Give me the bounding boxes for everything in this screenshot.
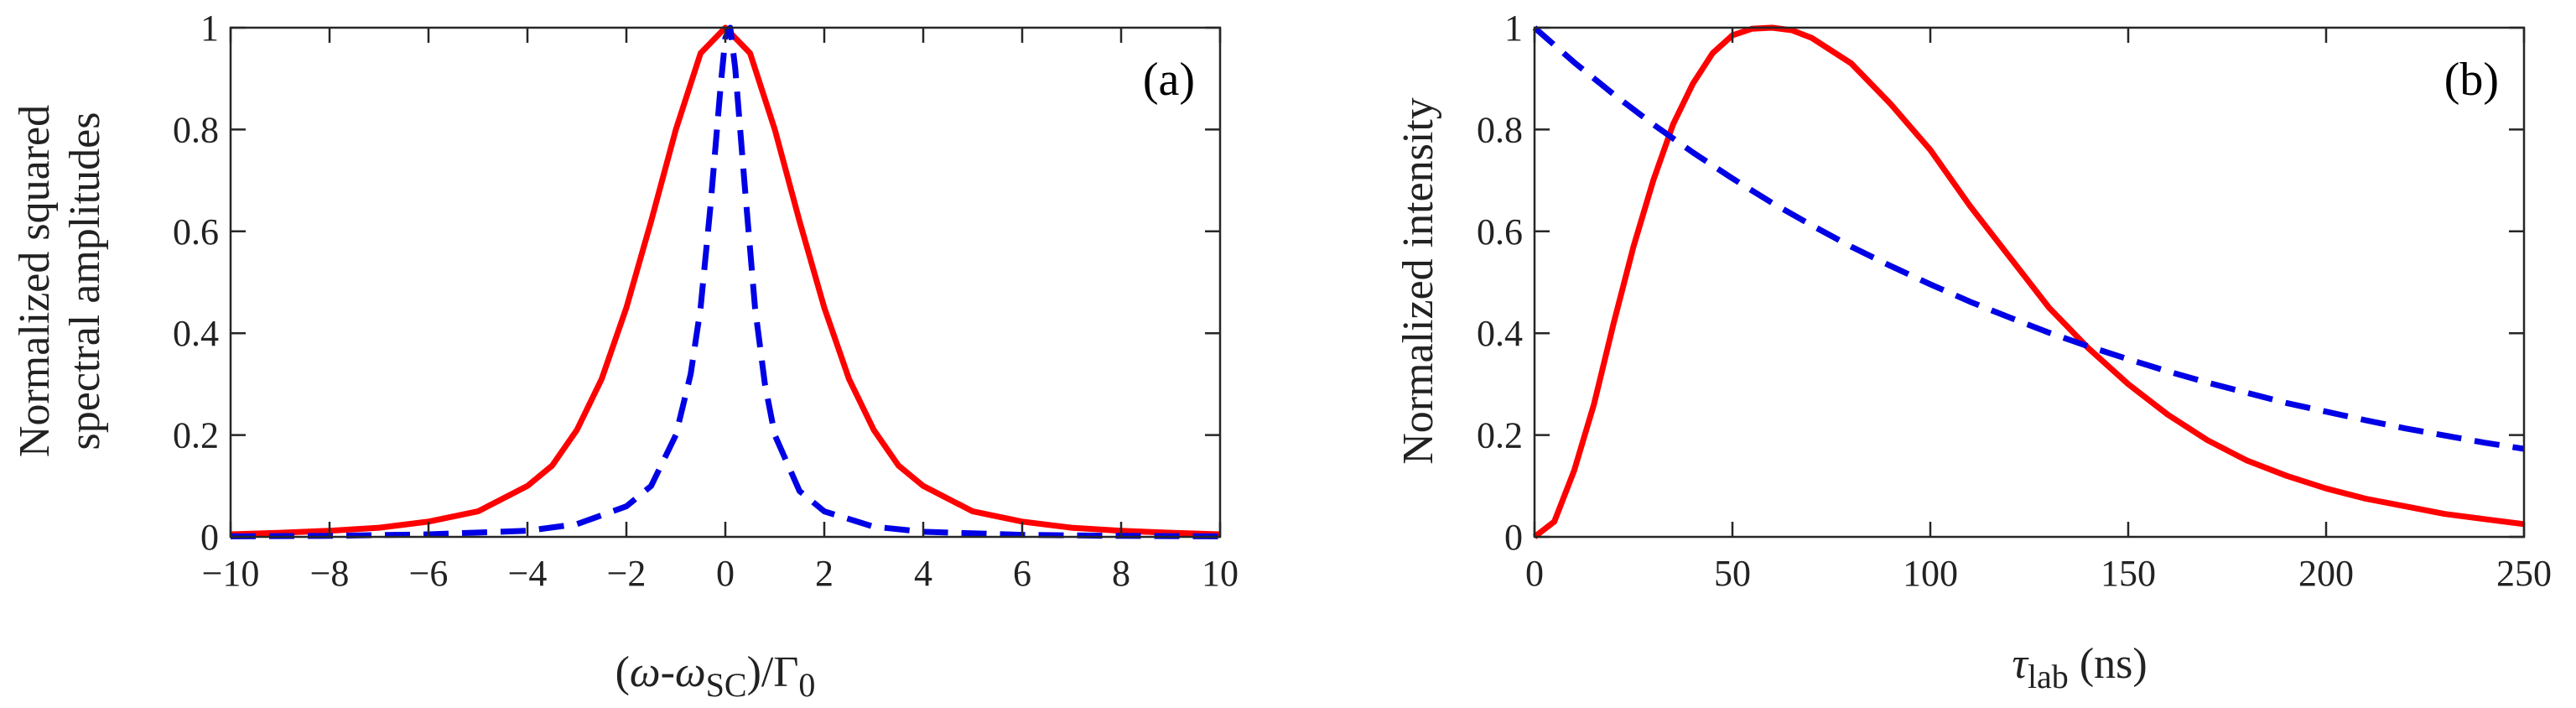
- xlabel-dash: -: [661, 648, 675, 696]
- x-tick-label: 200: [2298, 553, 2354, 594]
- x-tick-label: 100: [1903, 553, 1958, 594]
- xlabel-tau: τ: [2012, 640, 2029, 688]
- x-tick-label: 6: [1013, 553, 1031, 594]
- panel-b-ylabel: Normalized intensity: [1394, 97, 1442, 465]
- xlabel-gamma-sub: 0: [798, 666, 815, 704]
- x-tick-label: 0: [1525, 553, 1544, 594]
- x-tick-label: 250: [2496, 553, 2552, 594]
- xlabel-omega: ω: [630, 648, 661, 696]
- x-tick-label: −8: [310, 553, 350, 594]
- x-tick-label: −10: [202, 553, 260, 594]
- axes-frame: [1533, 26, 2526, 539]
- x-tick-label: −6: [409, 553, 449, 594]
- panel-label: (b): [2444, 54, 2499, 106]
- x-tick-label: 50: [1714, 553, 1751, 594]
- axes-frame: [229, 26, 1222, 539]
- x-tick-label: 150: [2101, 553, 2156, 594]
- panel-a-ylabel-line1: Normalized squared: [11, 105, 59, 457]
- y-tick-label: 0.4: [173, 313, 219, 354]
- y-tick-label: 0: [1504, 517, 1523, 558]
- xlabel-gamma: Γ: [773, 648, 798, 696]
- xlabel-sub: SC: [706, 666, 747, 704]
- panel-a-xlabel: (ω-ωSC)/Γ0: [615, 648, 816, 704]
- x-tick-label: −2: [607, 553, 647, 594]
- y-tick-label: 0.6: [173, 211, 219, 252]
- y-tick-label: 0: [200, 517, 219, 558]
- x-tick-label: 0: [716, 553, 735, 594]
- panel-label: (a): [1143, 54, 1195, 106]
- xlabel-close: )/: [747, 648, 774, 696]
- xlabel-unit: (ns): [2069, 640, 2148, 688]
- x-tick-label: −4: [508, 553, 548, 594]
- xlabel-open: (: [615, 648, 630, 696]
- x-tick-label: 2: [815, 553, 834, 594]
- b-series-solid-red: [1532, 24, 2525, 539]
- panel-b-xlabel: τlab (ns): [2012, 640, 2147, 695]
- xlabel-omega2: ω: [675, 648, 706, 696]
- y-tick-label: 0.2: [173, 415, 219, 456]
- panel-a-ylabel: Normalized squared spectral amplitudes: [11, 105, 109, 457]
- a-series-dashed-blue: [230, 24, 1221, 539]
- y-tick-label: 0.2: [1477, 415, 1523, 456]
- y-tick-label: 0.4: [1477, 313, 1523, 354]
- x-tick-label: 10: [1202, 553, 1239, 594]
- x-tick-label: 4: [914, 553, 932, 594]
- y-tick-label: 1: [200, 8, 219, 49]
- y-tick-label: 0.8: [173, 109, 219, 150]
- panel-b: Normalized intensity τlab (ns) 0 50 100 150…: [1394, 8, 2552, 695]
- b-series-dashed-blue: [1532, 25, 2525, 452]
- y-tick-label: 1: [1504, 8, 1523, 49]
- xlabel-sub: lab: [2028, 658, 2069, 695]
- panel-a-ylabel-line2: spectral amplitudes: [61, 112, 109, 450]
- y-tick-label: 0.8: [1477, 109, 1523, 150]
- a-series-solid-red: [230, 24, 1221, 538]
- x-tick-label: 8: [1112, 553, 1130, 594]
- y-tick-label: 0.6: [1477, 211, 1523, 252]
- panel-a: Normalized squared spectral amplitudes (…: [11, 8, 1239, 704]
